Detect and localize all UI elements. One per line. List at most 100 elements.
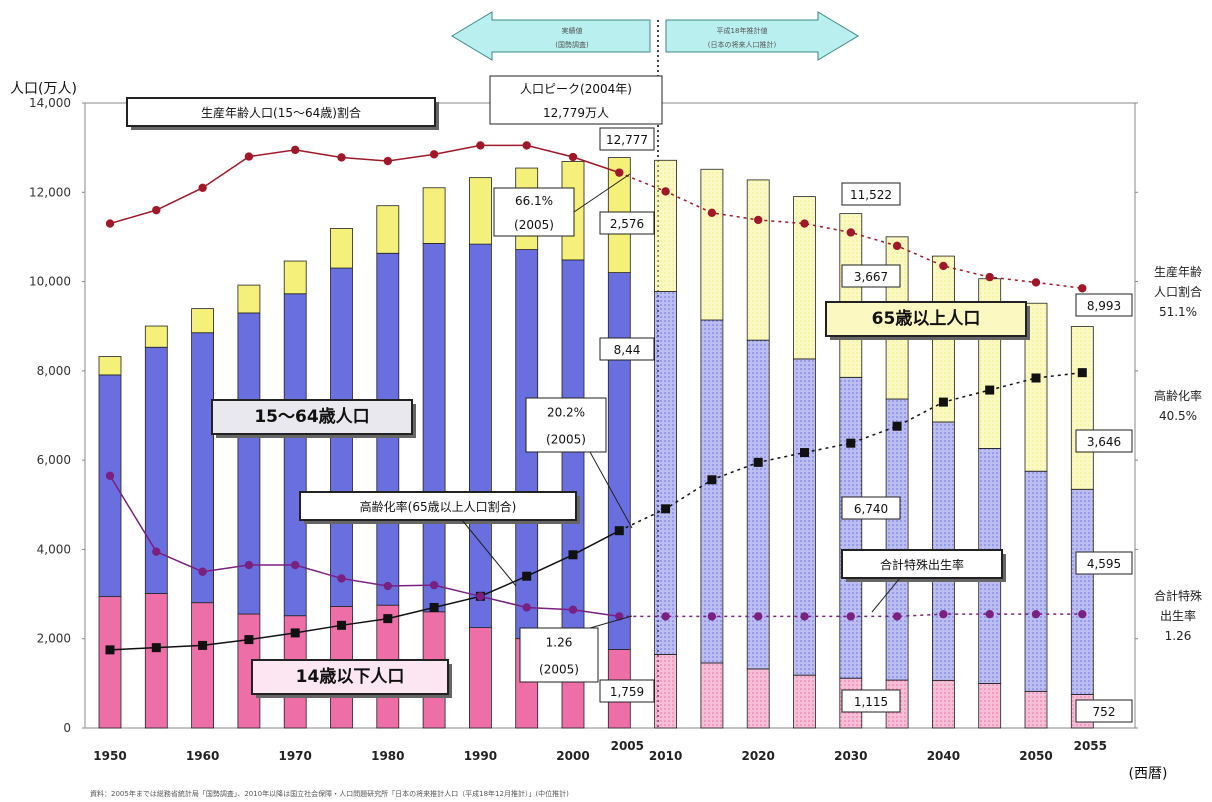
bar-0-2025: [793, 674, 816, 729]
box-11522-box: [841, 182, 901, 206]
label-65: 65歳以上人口: [825, 301, 1030, 340]
projected-arrow: [665, 11, 859, 61]
x-tick-label: 2050: [1019, 749, 1052, 763]
bar-1-2050: [1024, 470, 1048, 692]
bar-0-2010: [654, 654, 677, 729]
bar-1-2000: [561, 259, 585, 646]
label-65-text-0: 65歳以上人口: [872, 308, 981, 329]
actual-arrow-line1: 実績値: [562, 26, 583, 35]
bar-2-2010: [654, 159, 677, 292]
y-tick-label: 2,000: [37, 632, 71, 646]
point-0-8: [476, 141, 485, 150]
side-aging-1: 40.5%: [1159, 409, 1197, 423]
x-tick-label: 1990: [464, 749, 497, 763]
bar-2-1970: [283, 260, 307, 295]
side-tfr-2: 1.26: [1165, 629, 1192, 643]
point-0-16: [846, 228, 855, 237]
point-0-17: [892, 241, 902, 251]
tfr-title-box: [841, 549, 1003, 579]
point-1-7: [429, 602, 439, 612]
projected-arrow-line2: (日本の将来人口推計): [708, 40, 777, 49]
box-8993: 8,993: [1075, 293, 1133, 317]
bar-1-1960: [191, 332, 215, 604]
point-0-7: [429, 150, 439, 159]
point-0-6: [383, 156, 392, 166]
bar-2-2015: [700, 168, 724, 321]
point-2-20: [1031, 609, 1041, 619]
box-3667: 3,667: [841, 264, 901, 288]
box-8993-text-0: 8,993: [1087, 299, 1121, 313]
point-2-12: [661, 612, 670, 621]
point-0-13: [707, 208, 717, 218]
tfr-title-text-0: 合計特殊出生率: [880, 557, 964, 572]
point-2-19: [985, 609, 994, 619]
x-tick-label: 1980: [371, 749, 404, 763]
point-0-2: [198, 183, 207, 193]
x-tick-label: 2055: [1074, 739, 1107, 753]
tfr-title: 合計特殊出生率: [841, 549, 1006, 582]
point-1-18: [938, 397, 948, 407]
point-1-6: [383, 614, 393, 624]
point-2-14: [754, 612, 763, 621]
leader-661: [573, 173, 631, 213]
side-aging-0: 高齢化率: [1154, 388, 1202, 403]
label-1564-text-0: 15～64歳人口: [254, 406, 369, 427]
pct-661-box-text-1: (2005): [514, 218, 554, 232]
x-tick-label: 1970: [278, 749, 311, 763]
tfr-126-box-text-1: (2005): [539, 663, 579, 677]
bar-2-2025: [793, 196, 816, 360]
point-1-0: [105, 645, 115, 655]
box-752-box: [1075, 699, 1133, 723]
point-2-7: [429, 580, 439, 590]
bar-1-2010: [654, 291, 677, 655]
line-actual-2: [109, 475, 620, 618]
box-12777: 12,777: [599, 127, 655, 151]
line-actual-0: [109, 144, 620, 225]
leader-202: [589, 451, 633, 529]
peak-box-box: [489, 75, 663, 125]
point-0-5: [337, 153, 346, 162]
bar-2-1950: [98, 356, 122, 376]
box-4595-box: [1075, 551, 1133, 575]
box-12777-text-0: 12,777: [606, 133, 648, 147]
point-0-3: [244, 152, 254, 161]
box-8442-text-0: 8,44: [614, 343, 641, 357]
prod-ratio-title-box: [126, 97, 436, 127]
bar-0-1960: [191, 602, 215, 729]
x-tick-label: 2030: [834, 749, 867, 763]
point-1-14: [753, 457, 763, 467]
prod-ratio-title-text-0: 生産年齢人口(15～64歳)割合: [201, 105, 361, 120]
peak-box-text-0: 人口ピーク(2004年): [520, 82, 632, 96]
box-6740-box: [841, 496, 901, 520]
point-1-19: [985, 385, 995, 395]
leader-tfr: [871, 577, 901, 613]
lines-layer: [105, 141, 1087, 655]
point-0-4: [291, 145, 300, 155]
peak-box: 人口ピーク(2004年) 12,779万人: [489, 75, 663, 125]
bar-1-1955: [144, 346, 168, 594]
line-actual-1: [109, 530, 620, 651]
bar-1-2025: [793, 358, 816, 676]
bar-1-2015: [700, 319, 724, 664]
point-1-20: [1031, 373, 1041, 383]
tfr-126-box-box: [519, 627, 599, 683]
y-axis-label: 人口(万人): [10, 81, 77, 97]
bar-2-2020: [746, 179, 770, 341]
box-11522-text-0: 11,522: [850, 188, 892, 202]
point-0-18: [939, 261, 948, 271]
point-1-1: [151, 643, 161, 653]
box-1759-box: [599, 679, 655, 703]
bar-2-1980: [376, 205, 400, 254]
axis-ticks: 02,0004,0006,0008,00010,00012,00014,000人…: [10, 81, 1167, 782]
box-8442: 8,44: [599, 337, 655, 361]
y-tick-label: 14,000: [29, 96, 71, 110]
x-tick-label: 2005: [611, 739, 644, 753]
point-1-9: [522, 571, 532, 581]
box-3646-text-0: 3,646: [1087, 435, 1121, 449]
point-2-5: [337, 574, 346, 583]
point-2-17: [892, 612, 902, 621]
pct-661-box-box: [493, 187, 575, 237]
source-note: 資料：2005年までは総務省統計局「国勢調査」、2010年以降は国立社会保障・人…: [90, 789, 569, 798]
pct-661-box: 66.1% (2005): [493, 187, 575, 237]
